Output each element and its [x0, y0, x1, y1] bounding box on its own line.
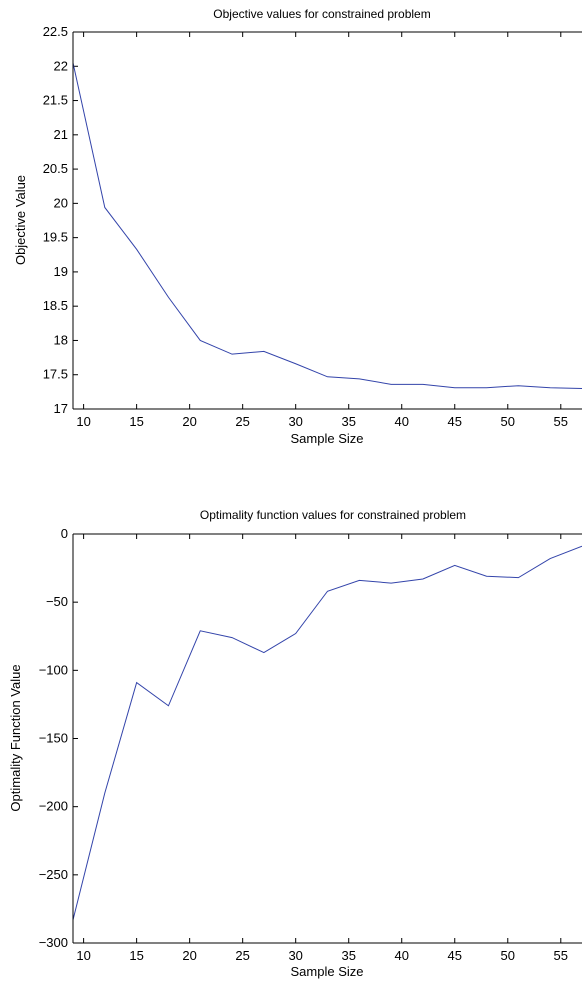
- y-tick-label: −300: [39, 935, 68, 950]
- y-tick-label: 21.5: [43, 93, 68, 108]
- optimality-chart: Optimality function values for constrain…: [8, 508, 582, 979]
- x-tick-label: 10: [76, 948, 90, 963]
- x-tick-label: 15: [129, 414, 143, 429]
- y-tick-label: 20.5: [43, 161, 68, 176]
- x-tick-label: 20: [182, 414, 196, 429]
- y-tick-label: −250: [39, 867, 68, 882]
- y-axis: −300 −250 −200 −150 −100 −50 0: [39, 526, 78, 950]
- x-tick-label: 35: [341, 948, 355, 963]
- series-line: [72, 545, 582, 920]
- x-tick-label: 30: [288, 414, 302, 429]
- plot-area: [73, 32, 582, 409]
- y-tick-label: 20: [54, 195, 68, 210]
- x-tick-label: 15: [129, 948, 143, 963]
- x-axis: 10 15 20 25 30 35 40 45 50 55: [76, 534, 568, 963]
- x-tick-label: 55: [554, 948, 568, 963]
- y-tick-label: −200: [39, 799, 68, 814]
- x-tick-label: 30: [288, 948, 302, 963]
- objective-chart: Objective values for constrained problem…: [13, 7, 582, 446]
- y-axis-label: Optimality Function Value: [8, 664, 23, 811]
- y-tick-label: 19.5: [43, 230, 68, 245]
- x-tick-label: 50: [501, 948, 515, 963]
- y-tick-label: 22: [54, 58, 68, 73]
- y-axis-label: Objective Value: [13, 175, 28, 265]
- y-tick-label: −150: [39, 731, 68, 746]
- y-tick-label: 18: [54, 332, 68, 347]
- x-tick-label: 20: [182, 948, 196, 963]
- x-tick-label: 40: [394, 948, 408, 963]
- x-tick-label: 10: [76, 414, 90, 429]
- x-axis-label: Sample Size: [291, 964, 364, 979]
- chart-title: Objective values for constrained problem: [213, 7, 430, 21]
- x-tick-label: 35: [341, 414, 355, 429]
- x-tick-label: 45: [448, 414, 462, 429]
- y-tick-label: 17.5: [43, 367, 68, 382]
- x-axis: 10 15 20 25 30 35 40 45 50 55: [76, 32, 568, 429]
- series-line: [72, 62, 582, 389]
- plot-area: [73, 534, 582, 943]
- x-tick-label: 25: [235, 414, 249, 429]
- y-tick-label: 21: [54, 127, 68, 142]
- y-tick-label: −100: [39, 662, 68, 677]
- x-tick-label: 40: [394, 414, 408, 429]
- y-tick-label: −50: [46, 594, 68, 609]
- x-tick-label: 25: [235, 948, 249, 963]
- x-axis-label: Sample Size: [291, 431, 364, 446]
- x-tick-label: 45: [448, 948, 462, 963]
- x-tick-label: 55: [554, 414, 568, 429]
- y-tick-label: 19: [54, 264, 68, 279]
- y-tick-label: 17: [54, 401, 68, 416]
- y-tick-label: 0: [61, 526, 68, 541]
- y-tick-label: 18.5: [43, 298, 68, 313]
- y-axis: 17 17.5 18 18.5 19 19.5 20 20.5 21 21.5 22 22.5: [43, 24, 78, 416]
- y-tick-label: 22.5: [43, 24, 68, 39]
- chart-title: Optimality function values for constrain…: [200, 508, 466, 522]
- x-tick-label: 50: [501, 414, 515, 429]
